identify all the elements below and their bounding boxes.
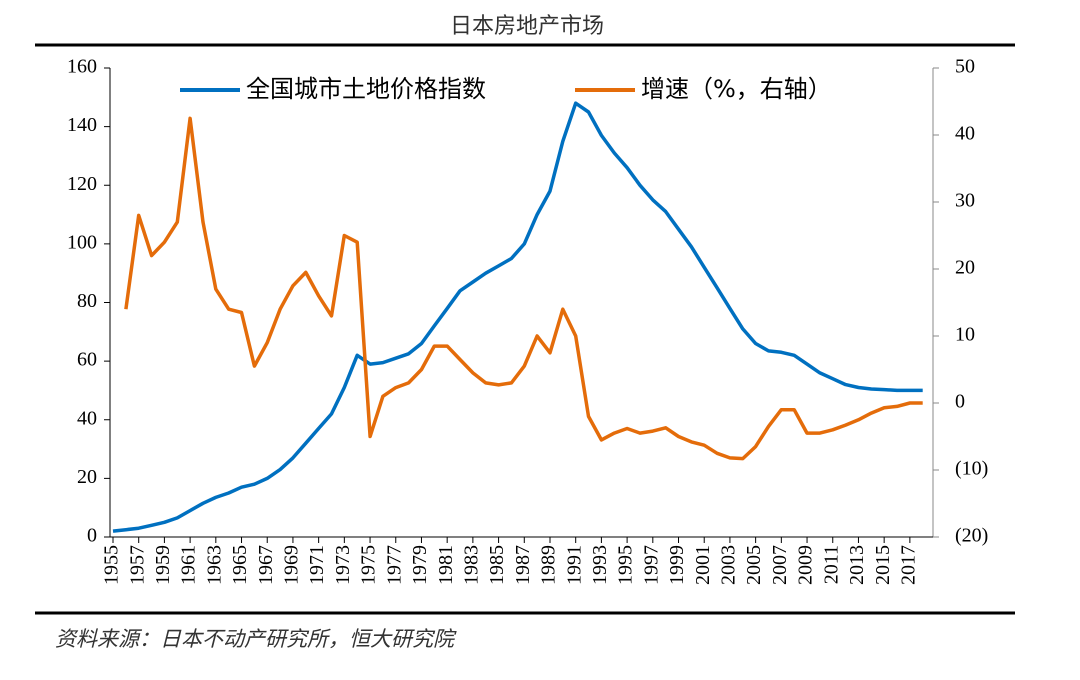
series-line	[124, 116, 923, 461]
x-tick-label: 2011	[820, 545, 842, 584]
y-tick-label: 120	[67, 173, 97, 195]
legend-label: 增速（%，右轴）	[641, 75, 832, 103]
x-tick-label: 1975	[358, 545, 380, 585]
x-tick-label: 2005	[743, 545, 765, 585]
y-tick-label: 20	[77, 466, 97, 488]
x-tick-label: 1969	[281, 545, 303, 585]
chart-title: 日本房地产市场	[450, 13, 604, 38]
x-tick-label: 1955	[101, 545, 123, 585]
x-tick-label: 1999	[666, 545, 688, 585]
x-tick-label: 1995	[615, 545, 637, 585]
x-tick-label: 1987	[512, 545, 534, 585]
y2-tick-label: 40	[955, 123, 975, 145]
x-tick-label: 1993	[589, 545, 611, 585]
x-tick-label: 1971	[306, 545, 328, 585]
x-tick-label: 1961	[178, 545, 200, 585]
x-tick-label: 1981	[435, 545, 457, 585]
y-tick-label: 80	[77, 290, 97, 312]
x-tick-label: 2015	[872, 545, 894, 585]
x-tick-label: 1989	[538, 545, 560, 585]
y-tick-label: 40	[77, 407, 97, 429]
x-tick-label: 1967	[255, 545, 277, 585]
x-tick-label: 2013	[846, 545, 868, 585]
x-tick-label: 1985	[486, 545, 508, 585]
x-tick-label: 1979	[409, 545, 431, 585]
y-tick-label: 100	[67, 231, 97, 253]
y-tick-label: 140	[67, 114, 97, 136]
x-tick-label: 1963	[203, 545, 225, 585]
y-tick-label: 0	[87, 525, 97, 547]
x-tick-label: 1997	[640, 545, 662, 585]
y2-tick-label: 10	[955, 324, 975, 346]
y2-tick-label: (10)	[955, 458, 988, 480]
x-tick-label: 2007	[769, 545, 791, 585]
x-tick-label: 1959	[152, 545, 174, 585]
y2-tick-label: 50	[955, 56, 975, 78]
y2-tick-label: 20	[955, 257, 975, 279]
x-tick-label: 1983	[460, 545, 482, 585]
x-tick-label: 2009	[795, 545, 817, 585]
y-tick-label: 160	[67, 56, 97, 78]
y-tick-label: 60	[77, 349, 97, 371]
legend-label: 全国城市土地价格指数	[246, 75, 486, 103]
y2-tick-label: (20)	[955, 525, 988, 547]
x-tick-label: 2003	[718, 545, 740, 585]
x-tick-label: 2001	[692, 545, 714, 585]
y2-tick-label: 30	[955, 190, 975, 212]
x-tick-label: 1991	[563, 545, 585, 585]
x-tick-label: 1965	[229, 545, 251, 585]
source: 资料来源：日本不动产研究所，恒大研究院	[55, 627, 457, 651]
x-tick-label: 1973	[332, 545, 354, 585]
x-tick-label: 1977	[383, 545, 405, 585]
x-tick-label: 2017	[897, 545, 919, 585]
y2-tick-label: 0	[955, 391, 965, 413]
series-line	[112, 101, 923, 533]
x-tick-label: 1957	[126, 545, 148, 585]
